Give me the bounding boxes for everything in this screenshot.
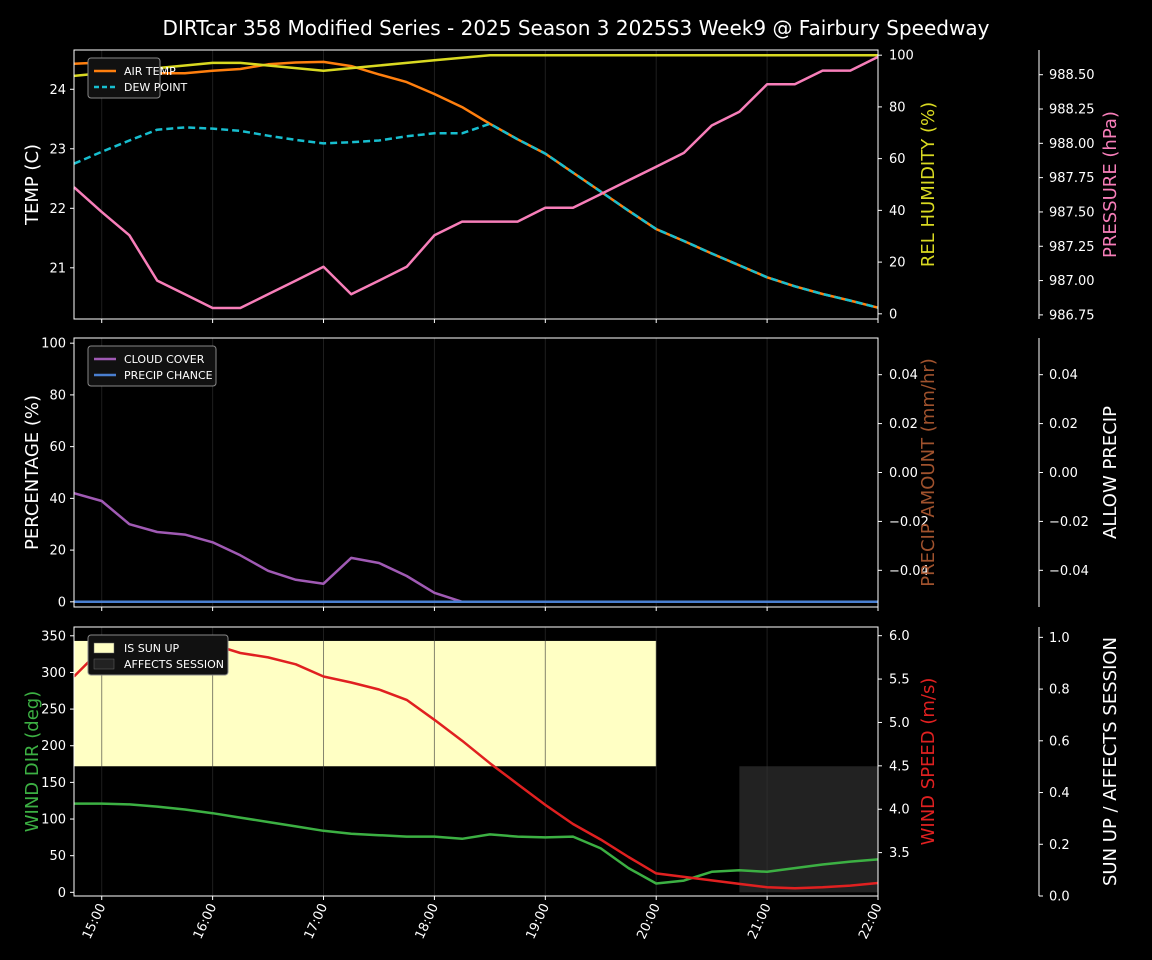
right2-axis-label: ALLOW PRECIP <box>1100 406 1121 539</box>
left-tick-label: 20 <box>49 544 66 559</box>
right2-tick-label: 0.8 <box>1049 683 1070 698</box>
plot-frame <box>73 626 879 897</box>
right2-tick-label: 0.00 <box>1049 466 1078 481</box>
right2-tick-label: 0.02 <box>1049 417 1078 432</box>
x-tick-label: 16:00 <box>191 901 220 941</box>
left-tick-label: 60 <box>49 440 66 455</box>
right1-tick-label: 20 <box>889 256 906 271</box>
left-tick-label: 40 <box>49 492 66 507</box>
right2-tick-label: 986.75 <box>1049 308 1095 323</box>
right2-tick-label: −0.04 <box>1049 564 1089 579</box>
left-tick-label: 80 <box>49 388 66 403</box>
chart-panels: 21 22 23 24 TEMP (C) 0 20 40 60 80 100 REL HUMIDITY… <box>22 49 1121 942</box>
right2-tick-label: 988.50 <box>1049 68 1095 83</box>
right1-axis-label: WIND SPEED (m/s) <box>918 678 939 846</box>
right1-tick-label: 0 <box>889 307 897 322</box>
right1-tick-label: 0.04 <box>889 368 918 383</box>
right1-axis-label: PRECIP AMOUNT (mm/hr) <box>918 358 939 587</box>
legend-label: AIR TEMP <box>124 65 176 78</box>
legend-box <box>87 345 217 387</box>
left-tick-label: 22 <box>49 202 66 217</box>
panel-top: 21 22 23 24 TEMP (C) 0 20 40 60 80 100 REL HUMIDITY… <box>22 49 1121 324</box>
series-rel-humidity <box>73 53 878 78</box>
right2-tick-label: 0.0 <box>1049 890 1070 905</box>
right1-axis-label: REL HUMIDITY (%) <box>918 102 939 267</box>
left-axis-label: WIND DIR (deg) <box>22 691 43 833</box>
series-dew-point <box>73 122 879 309</box>
x-tick-label: 15:00 <box>80 901 109 941</box>
left-tick-label: 250 <box>41 703 66 718</box>
left-tick-label: 24 <box>49 83 66 98</box>
right2-axis-label: PRESSURE (hPa) <box>1100 111 1121 258</box>
right1-tick-label: −0.02 <box>889 515 929 530</box>
panel-bottom: 0 50 100 150 200 250 300 350 WIND DIR (deg) 3.5 4.… <box>22 626 1121 942</box>
right2-tick-label: −0.02 <box>1049 515 1089 530</box>
legend: CLOUD COVER PRECIP CHANCE <box>87 345 217 387</box>
legend-label: DEW POINT <box>124 81 188 94</box>
chart-title: DIRTcar 358 Modified Series - 2025 Seaso… <box>163 16 990 40</box>
left-tick-label: 150 <box>41 776 66 791</box>
x-tick-label: 20:00 <box>634 901 663 941</box>
left-tick-label: 350 <box>41 629 66 644</box>
plot-area <box>74 50 878 319</box>
left-tick-label: 21 <box>49 261 66 276</box>
legend-label: CLOUD COVER <box>124 353 205 366</box>
right2-tick-label: 0.6 <box>1049 734 1070 749</box>
plot-frame <box>73 49 879 320</box>
right1-tick-label: 0.00 <box>889 466 918 481</box>
left-axis-label: PERCENTAGE (%) <box>22 395 43 550</box>
left-tick-label: 50 <box>49 849 66 864</box>
band-affects-session <box>739 766 878 893</box>
right1-tick-label: 3.5 <box>889 846 910 861</box>
right2-tick-label: 0.2 <box>1049 838 1070 853</box>
legend-label: IS SUN UP <box>124 642 180 655</box>
right1-tick-label: 60 <box>889 152 906 167</box>
series-wind-dir <box>74 802 879 885</box>
right1-tick-label: 5.5 <box>889 673 910 688</box>
right1-tick-label: 6.0 <box>889 629 910 644</box>
x-tick-label: 18:00 <box>413 901 442 941</box>
x-tick-label: 21:00 <box>745 901 774 941</box>
left-tick-label: 100 <box>41 813 66 828</box>
right1-tick-label: 100 <box>889 49 914 64</box>
legend-swatch <box>93 658 115 670</box>
right1-tick-label: 5.0 <box>889 716 910 731</box>
legend-swatch <box>93 642 115 654</box>
left-tick-label: 100 <box>41 337 66 352</box>
right1-tick-label: −0.04 <box>889 564 929 579</box>
right1-tick-label: 80 <box>889 100 906 115</box>
x-tick-label: 19:00 <box>524 901 553 941</box>
right2-tick-label: 1.0 <box>1049 631 1070 646</box>
right2-tick-label: 987.25 <box>1049 240 1095 255</box>
left-axis-label: TEMP (C) <box>22 144 43 226</box>
left-tick-label: 0 <box>58 886 66 901</box>
x-tick-label: 22:00 <box>856 901 885 941</box>
right2-tick-label: 0.4 <box>1049 786 1070 801</box>
left-tick-label: 200 <box>41 739 66 754</box>
right2-tick-label: 987.50 <box>1049 205 1095 220</box>
right2-tick-label: 987.75 <box>1049 171 1095 186</box>
legend-label: PRECIP CHANCE <box>124 369 213 382</box>
right2-axis-label: SUN UP / AFFECTS SESSION <box>1100 637 1121 886</box>
legend-box <box>87 634 229 676</box>
series-pressure <box>73 55 879 310</box>
right1-tick-label: 40 <box>889 204 906 219</box>
legend: IS SUN UP AFFECTS SESSION <box>87 634 229 676</box>
left-tick-label: 300 <box>41 666 66 681</box>
right2-tick-label: 987.00 <box>1049 274 1095 289</box>
legend: AIR TEMP DEW POINT <box>87 57 188 99</box>
right2-tick-label: 988.25 <box>1049 103 1095 118</box>
right2-tick-label: 988.00 <box>1049 137 1095 152</box>
right1-tick-label: 4.0 <box>889 803 910 818</box>
right1-tick-label: 0.02 <box>889 417 918 432</box>
left-tick-label: 0 <box>58 595 66 610</box>
right1-tick-label: 4.5 <box>889 759 910 774</box>
x-tick-label: 17:00 <box>302 901 331 941</box>
legend-label: AFFECTS SESSION <box>124 658 224 671</box>
right2-tick-label: 0.04 <box>1049 368 1078 383</box>
left-tick-label: 23 <box>49 142 66 157</box>
panel-middle: 0 20 40 60 80 100 PERCENTAGE (%) −0.04 −0.02 0.00… <box>22 337 1121 611</box>
